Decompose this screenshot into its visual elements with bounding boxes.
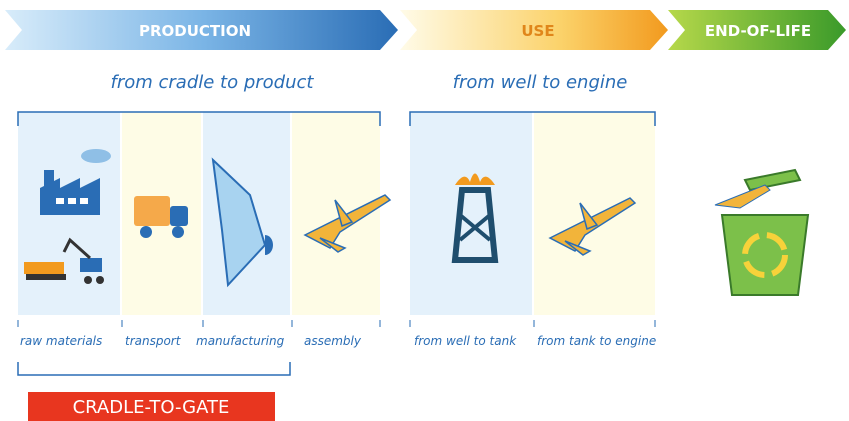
wing-icon (211, 157, 273, 288)
excavator-icon (24, 237, 104, 284)
phase-label: END-OF-LIFE (705, 22, 811, 40)
oil-rig-icon (451, 173, 499, 263)
airplane-icon (303, 194, 392, 253)
boundary-label: CRADLE-TO-GATE (73, 397, 230, 418)
phase-arrow (400, 10, 668, 50)
phase-arrow (668, 10, 846, 50)
stage-label: from well to tank (414, 334, 517, 348)
truck-icon (134, 196, 188, 238)
phase-label: PRODUCTION (139, 22, 251, 40)
airplane-icon (548, 197, 637, 256)
bracket (409, 111, 656, 126)
stage-column (534, 112, 655, 315)
stage-label: raw materials (20, 334, 102, 348)
phase-label: USE (521, 22, 554, 40)
stage-label: manufacturing (196, 334, 285, 348)
bracket (17, 111, 381, 126)
boundary-box (28, 392, 275, 421)
bracket (17, 362, 291, 376)
factory-icon (40, 149, 111, 215)
stage-label: assembly (304, 334, 362, 348)
stage-column (410, 112, 532, 315)
phase-arrow (5, 10, 398, 50)
stage-ticks (17, 320, 656, 327)
scope-title: from well to engine (453, 72, 628, 93)
recycle-bin-icon (714, 168, 810, 296)
stage-label: transport (125, 334, 182, 348)
scope-title: from cradle to product (111, 72, 315, 93)
stage-label: from tank to engine (537, 334, 656, 348)
